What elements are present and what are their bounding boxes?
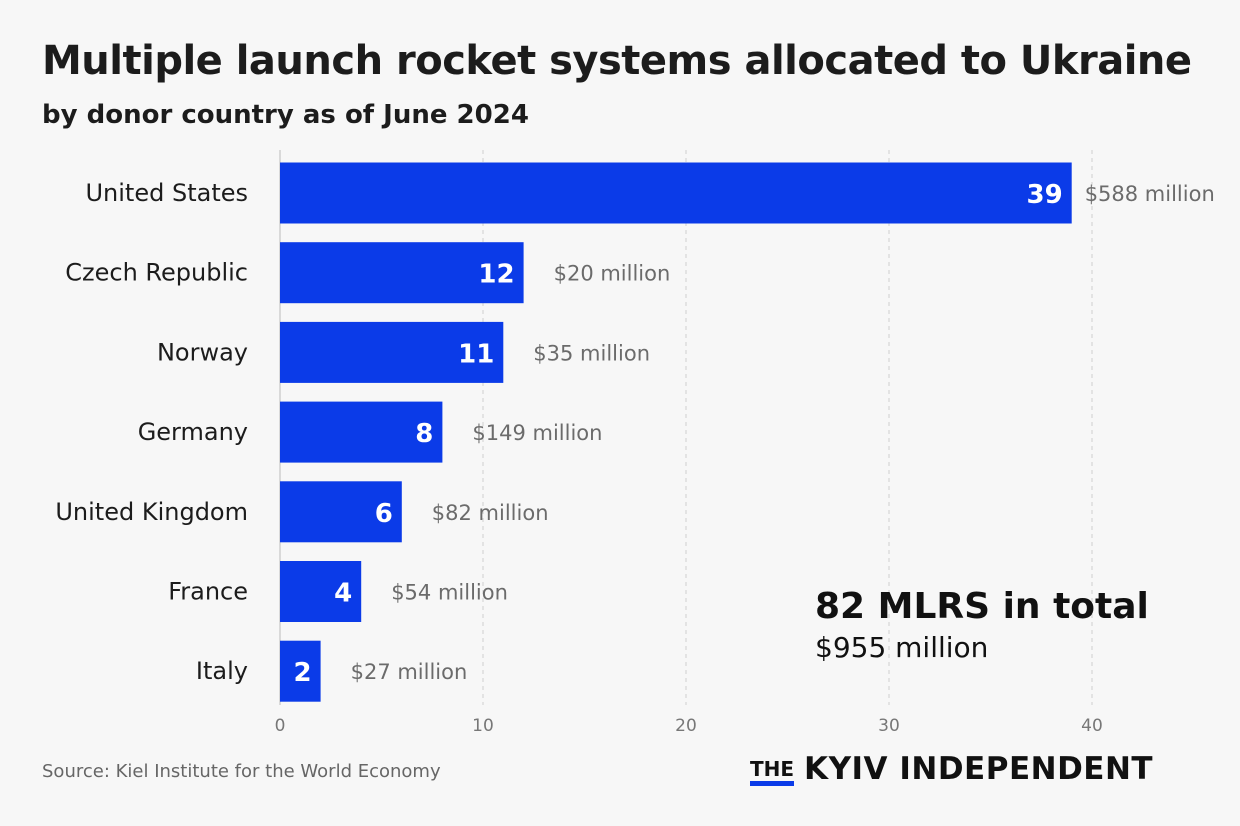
total-summary: 82 MLRS in total $955 million: [815, 586, 1149, 664]
x-tick-label: 10: [472, 716, 494, 736]
total-value: $955 million: [815, 631, 989, 664]
bar-money-label: $588 million: [1085, 182, 1215, 206]
x-tick-label: 30: [878, 716, 900, 736]
x-tick-label: 0: [275, 716, 286, 736]
category-label: Germany: [138, 418, 248, 446]
bar-value-label: 4: [334, 579, 352, 609]
chart-subtitle: by donor country as of June 2024: [42, 100, 529, 130]
bar-value-label: 2: [294, 658, 312, 688]
bar-value-label: 39: [1027, 180, 1063, 210]
category-label: Italy: [196, 657, 248, 685]
bar-value-label: 11: [458, 339, 494, 369]
bar: [280, 561, 362, 622]
source-note: Source: Kiel Institute for the World Eco…: [42, 761, 441, 782]
bar: [280, 481, 402, 543]
chart-title: Multiple launch rocket systems allocated…: [42, 38, 1192, 84]
brand-name: KYIV INDEPENDENT: [804, 751, 1154, 787]
x-tick-label: 20: [675, 716, 697, 736]
category-label: United States: [85, 179, 248, 207]
bar-money-label: $82 million: [432, 501, 549, 525]
category-label: France: [168, 578, 248, 606]
bar-money-label: $27 million: [351, 660, 468, 684]
x-tick-label: 40: [1081, 716, 1103, 736]
brand-the: THE: [750, 758, 795, 786]
bar: [280, 162, 1072, 224]
bar-value-label: 8: [415, 419, 433, 449]
bar-money-label: $54 million: [391, 581, 508, 605]
bar: [280, 321, 504, 383]
bar: [280, 401, 443, 463]
category-label: Czech Republic: [65, 259, 248, 287]
total-count: 82 MLRS in total: [815, 586, 1149, 627]
bar-money-label: $20 million: [554, 262, 671, 286]
bar-value-label: 6: [375, 499, 393, 529]
brand-logo: THE KYIV INDEPENDENT: [750, 752, 1153, 786]
category-label: United Kingdom: [55, 498, 248, 526]
bar-money-label: $149 million: [472, 421, 602, 445]
bar: [280, 242, 524, 304]
bar-value-label: 12: [478, 260, 514, 290]
bar: [280, 640, 321, 702]
category-label: Norway: [157, 338, 248, 366]
bar-money-label: $35 million: [533, 341, 650, 365]
